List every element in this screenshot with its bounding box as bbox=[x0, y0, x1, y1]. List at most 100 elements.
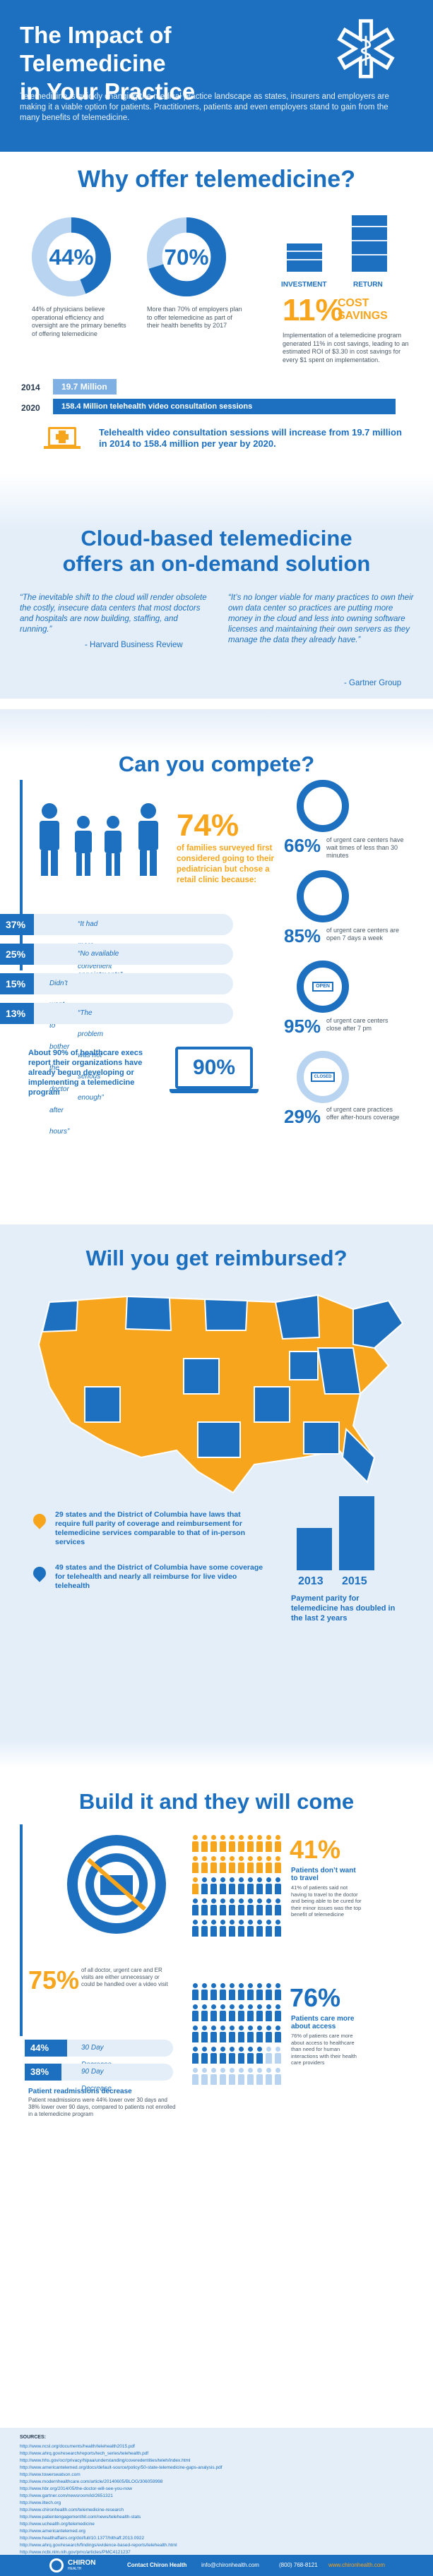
location-pin-icon-blue bbox=[30, 1564, 49, 1588]
laptop-icon bbox=[48, 427, 76, 447]
reason-bar-1 bbox=[0, 914, 233, 935]
person-icon bbox=[275, 2047, 281, 2064]
stat-76-text: 76% of patients care more about access t… bbox=[291, 2033, 357, 2066]
reason-bar-3 bbox=[0, 973, 233, 994]
person-icon bbox=[266, 1877, 272, 1894]
year-2015: 2015 bbox=[342, 1575, 367, 1587]
open-sign-icon-95: OPEN bbox=[297, 961, 349, 1013]
stat-41-text: 41% of patients said not having to trave… bbox=[291, 1884, 362, 1918]
source-link[interactable]: http://www.healthaffairs.org/doi/full/10… bbox=[20, 2536, 145, 2541]
intro-text: Telemedicine is quickly changing the med… bbox=[20, 92, 389, 122]
person-icon bbox=[229, 1983, 235, 2000]
quote-gartner: “It’s no longer viable for many practice… bbox=[228, 594, 414, 644]
donut-chart-44: 44% bbox=[31, 217, 112, 297]
source-link[interactable]: http://www.chironhealth.com/telemedicine… bbox=[20, 2508, 124, 2512]
person-icon bbox=[201, 2026, 208, 2042]
source-link[interactable]: http://www.americantelemed.org/docs/defa… bbox=[20, 2465, 223, 2470]
cloud-heading: Cloud-based telemedicine offers an on-de… bbox=[62, 526, 371, 576]
donut-chart-70: 70% bbox=[146, 217, 227, 297]
person-icon bbox=[229, 2026, 235, 2042]
person-icon bbox=[210, 1856, 217, 1873]
person-icon bbox=[256, 2026, 263, 2042]
person-icon bbox=[266, 1856, 272, 1873]
closed-sign-icon-29: CLOSED bbox=[297, 1051, 349, 1103]
person-icon bbox=[238, 2047, 244, 2064]
person-icon bbox=[275, 2068, 281, 2085]
person-icon bbox=[201, 1983, 208, 2000]
contact-phone[interactable]: (800) 768-8121 bbox=[279, 2562, 318, 2568]
reimbursed-section: Will you get reimbursed? 29 states and t… bbox=[0, 1224, 433, 1740]
person-icon bbox=[275, 1898, 281, 1915]
footer: CHIRON HEALTH Contact Chiron Health info… bbox=[0, 2555, 433, 2576]
year-2013: 2013 bbox=[298, 1575, 324, 1587]
source-link[interactable]: http://www.ncbi.nlm.nih.gov/pmc/articles… bbox=[20, 2550, 131, 2555]
person-icon bbox=[192, 1877, 198, 1894]
compete-heading: Can you compete? bbox=[118, 752, 315, 776]
stat-70-caption: More than 70% of employers plan to offer… bbox=[147, 306, 242, 329]
source-link[interactable]: http://www.americantelemed.org bbox=[20, 2529, 85, 2534]
contact-website[interactable]: www.chironhealth.com bbox=[328, 2562, 386, 2568]
person-icon bbox=[220, 2026, 226, 2042]
person-icon bbox=[220, 1920, 226, 1937]
brand-sub: HEALTH bbox=[68, 2567, 82, 2571]
person-icon bbox=[238, 1983, 244, 2000]
reason-bar-4 bbox=[0, 1003, 233, 1024]
source-link[interactable]: http://www.patientengagementhit.com/news… bbox=[20, 2515, 141, 2520]
investment-return-graphic bbox=[281, 208, 401, 279]
sessions-bar-2014: 19.7 Million bbox=[53, 379, 117, 395]
person-icon bbox=[256, 1877, 263, 1894]
source-link[interactable]: http://www.modernhealthcare.com/article/… bbox=[20, 2479, 163, 2484]
person-icon bbox=[192, 2026, 198, 2042]
chiron-logo-icon bbox=[49, 2558, 64, 2572]
source-link[interactable]: http://www.hbr.org/2014/05/the-doctor-wi… bbox=[20, 2486, 132, 2491]
sessions-note: Telehealth video consultation sessions w… bbox=[99, 427, 402, 449]
person-icon bbox=[201, 2068, 208, 2085]
person-icon bbox=[192, 2068, 198, 2085]
quote-harvard: “The inevitable shift to the cloud will … bbox=[20, 594, 207, 634]
person-icon bbox=[192, 2004, 198, 2021]
person-icon bbox=[220, 1835, 226, 1852]
person-icon bbox=[210, 1983, 217, 2000]
person-icon bbox=[238, 1877, 244, 1894]
source-link[interactable]: http://www.hhs.gov/ocr/privacy/hipaa/und… bbox=[20, 2458, 191, 2463]
people-grid-41 bbox=[192, 1835, 284, 1941]
person-icon bbox=[229, 2047, 235, 2064]
person-icon bbox=[266, 2026, 272, 2042]
person-icon bbox=[201, 1856, 208, 1873]
person-icon bbox=[247, 1920, 254, 1937]
person-icon bbox=[247, 2004, 254, 2021]
person-icon bbox=[229, 1920, 235, 1937]
person-icon bbox=[201, 1898, 208, 1915]
person-icon bbox=[247, 2047, 254, 2064]
build-heading: Build it and they will come bbox=[78, 1789, 355, 1814]
sources-list: http://www.ncsl.org/documents/health/tel… bbox=[20, 2443, 415, 2570]
source-link[interactable]: http://www.towerswatson.com bbox=[20, 2472, 81, 2477]
person-icon bbox=[238, 2026, 244, 2042]
source-link[interactable]: http://www.ahrq.gov/research/findings/ev… bbox=[20, 2543, 177, 2548]
person-icon bbox=[229, 1877, 235, 1894]
source-link[interactable]: http://www.gartner.com/newsroom/id/26513… bbox=[20, 2493, 113, 2498]
reimbursed-point-1: 29 states and the District of Columbia h… bbox=[55, 1510, 245, 1546]
person-icon bbox=[210, 2004, 217, 2021]
families-text: of families surveyed first considered go… bbox=[177, 844, 275, 884]
source-link[interactable]: http://www.iltech.org bbox=[20, 2500, 61, 2505]
calendar-icon-85 bbox=[297, 870, 349, 922]
source-link[interactable]: http://www.uchealth.org/telemedicine bbox=[20, 2522, 95, 2527]
quote-harvard-attribution: - Harvard Business Review bbox=[85, 641, 183, 649]
person-icon bbox=[247, 1856, 254, 1873]
person-icon bbox=[220, 2047, 226, 2064]
person-icon bbox=[220, 1856, 226, 1873]
person-icon bbox=[266, 1898, 272, 1915]
stat-75-text: of all doctor, urgent care and ER visits… bbox=[81, 1967, 168, 1987]
person-icon bbox=[210, 2068, 217, 2085]
medical-star-icon bbox=[337, 19, 395, 78]
person-icon bbox=[238, 1856, 244, 1873]
donut-44-value: 44% bbox=[49, 245, 94, 270]
source-link[interactable]: http://www.ncsl.org/documents/health/tel… bbox=[20, 2444, 135, 2449]
source-link[interactable]: http://www.ahrq.gov/research/reports/tec… bbox=[20, 2451, 149, 2456]
money-stack-2015 bbox=[339, 1496, 374, 1570]
person-icon bbox=[192, 1983, 198, 2000]
stat-75: 75% bbox=[28, 1966, 80, 1994]
person-icon bbox=[266, 2068, 272, 2085]
contact-email[interactable]: info@chironhealth.com bbox=[201, 2562, 259, 2568]
